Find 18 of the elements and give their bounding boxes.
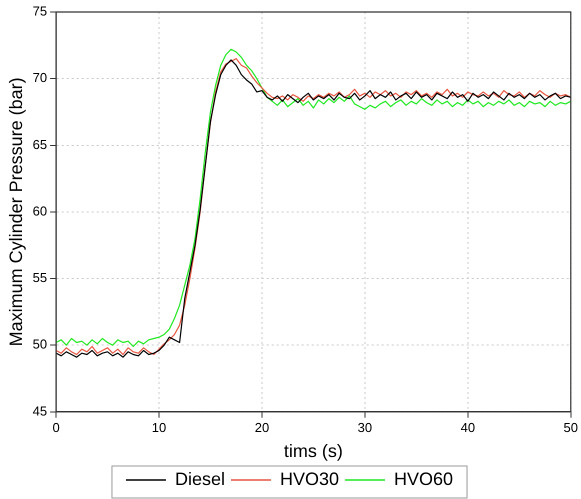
y-tick-label: 60 <box>32 203 48 218</box>
legend-label: HVO60 <box>394 468 454 489</box>
y-tick-label: 55 <box>32 270 48 286</box>
y-tick-label: 75 <box>32 4 48 19</box>
y-tick-label: 65 <box>32 136 48 152</box>
y-tick-label: 50 <box>32 336 48 352</box>
y-tick-label: 70 <box>32 70 48 86</box>
x-tick-label: 20 <box>254 420 270 436</box>
x-tick-label: 10 <box>152 420 166 436</box>
x-tick-label: 40 <box>460 420 476 436</box>
y-tick-label: 45 <box>32 403 48 418</box>
x-tick-label: 50 <box>564 420 578 436</box>
x-axis-title: tims (s) <box>284 441 343 462</box>
legend-label: HVO30 <box>280 468 340 489</box>
legend-label: Diesel <box>174 468 225 489</box>
x-tick-label: 30 <box>358 420 372 436</box>
x-tick-label: 0 <box>52 420 60 436</box>
y-axis-title: Maximum Cylinder Pressure (bar) <box>6 77 26 346</box>
